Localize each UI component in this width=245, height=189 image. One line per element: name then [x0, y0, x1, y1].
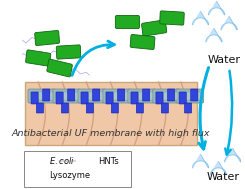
FancyBboxPatch shape [61, 103, 69, 113]
FancyBboxPatch shape [179, 92, 186, 104]
Text: Lysozyme: Lysozyme [49, 171, 90, 180]
Polygon shape [221, 16, 237, 30]
FancyBboxPatch shape [168, 89, 175, 101]
FancyBboxPatch shape [161, 103, 168, 113]
Text: HNTs: HNTs [98, 156, 119, 166]
FancyBboxPatch shape [93, 89, 100, 101]
Text: Antibacterial UF membrane with high flux: Antibacterial UF membrane with high flux [12, 129, 210, 138]
FancyBboxPatch shape [53, 89, 81, 103]
FancyBboxPatch shape [56, 92, 63, 104]
FancyBboxPatch shape [28, 89, 56, 103]
FancyBboxPatch shape [68, 89, 75, 101]
FancyBboxPatch shape [118, 89, 125, 101]
FancyBboxPatch shape [130, 34, 155, 50]
Polygon shape [206, 29, 222, 42]
FancyBboxPatch shape [153, 89, 181, 103]
FancyBboxPatch shape [131, 92, 138, 104]
FancyBboxPatch shape [103, 89, 131, 103]
FancyBboxPatch shape [176, 89, 204, 103]
FancyBboxPatch shape [115, 15, 139, 29]
Text: Water: Water [208, 55, 241, 65]
FancyBboxPatch shape [143, 89, 150, 101]
FancyBboxPatch shape [111, 103, 119, 113]
FancyBboxPatch shape [142, 20, 167, 36]
FancyBboxPatch shape [156, 92, 163, 104]
FancyBboxPatch shape [128, 89, 156, 103]
Polygon shape [193, 154, 208, 168]
FancyBboxPatch shape [80, 159, 93, 163]
FancyBboxPatch shape [27, 156, 46, 167]
Polygon shape [225, 149, 241, 162]
FancyBboxPatch shape [31, 170, 38, 181]
FancyBboxPatch shape [56, 45, 81, 59]
Bar [24, 151, 131, 187]
FancyBboxPatch shape [37, 103, 44, 113]
Text: Water: Water [207, 172, 240, 182]
FancyBboxPatch shape [156, 92, 178, 100]
FancyBboxPatch shape [77, 156, 96, 166]
Polygon shape [193, 12, 208, 25]
FancyBboxPatch shape [191, 89, 198, 101]
FancyBboxPatch shape [47, 59, 72, 77]
FancyBboxPatch shape [31, 92, 38, 104]
FancyBboxPatch shape [35, 30, 60, 46]
Bar [25, 82, 197, 145]
FancyBboxPatch shape [31, 92, 53, 100]
Polygon shape [210, 161, 226, 175]
FancyBboxPatch shape [43, 89, 50, 101]
FancyBboxPatch shape [131, 92, 153, 100]
Polygon shape [208, 2, 225, 15]
FancyBboxPatch shape [26, 50, 51, 66]
FancyBboxPatch shape [106, 92, 113, 104]
FancyBboxPatch shape [81, 92, 88, 104]
FancyBboxPatch shape [81, 92, 103, 100]
FancyBboxPatch shape [179, 92, 201, 100]
FancyBboxPatch shape [106, 92, 128, 100]
FancyBboxPatch shape [136, 103, 144, 113]
FancyBboxPatch shape [184, 103, 192, 113]
Text: $\it{E. coli}$: $\it{E. coli}$ [49, 156, 75, 167]
FancyBboxPatch shape [78, 89, 106, 103]
FancyBboxPatch shape [86, 103, 94, 113]
FancyBboxPatch shape [56, 92, 78, 100]
FancyBboxPatch shape [160, 11, 184, 25]
